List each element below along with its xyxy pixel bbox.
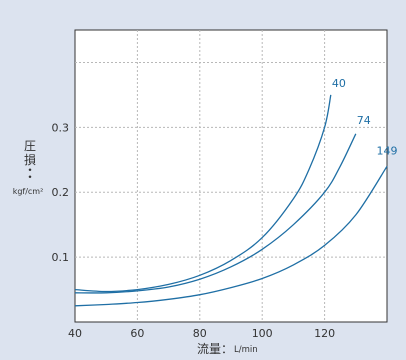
series-line-149 (74, 165, 388, 307)
x-axis-label-main: 流量： (197, 342, 233, 356)
y-axis-label-char: ・ (24, 170, 36, 184)
y-axis-unit: kgf/cm² (13, 187, 44, 196)
y-axis-label-char: 圧 (24, 139, 36, 153)
series-labels: 40 74 149 (332, 77, 398, 157)
x-tick-label: 40 (68, 327, 82, 340)
series-line-40 (74, 94, 332, 293)
x-tick-label: 100 (252, 327, 273, 340)
y-axis-label-char: ・ (24, 163, 36, 177)
y-tick-label: 0.3 (52, 121, 70, 134)
x-axis-label: 流量： L/min (197, 342, 258, 356)
y-axis-label: 圧 損 ・ ・ kgf/cm² (13, 139, 44, 196)
x-axis-label-unit: L/min (234, 345, 258, 355)
plot-area (74, 29, 388, 323)
series-lines (74, 94, 388, 307)
x-tick-labels: 40 60 80 100 120 (68, 327, 335, 340)
series-label-74: 74 (357, 114, 371, 127)
grid-lines (75, 30, 387, 322)
series-label-149: 149 (377, 144, 398, 157)
series-label-40: 40 (332, 77, 346, 90)
x-tick-label: 60 (130, 327, 144, 340)
x-tick-label: 120 (314, 327, 335, 340)
y-tick-label: 0.1 (52, 251, 70, 264)
y-tick-labels: 0.1 0.2 0.3 (52, 121, 70, 264)
y-tick-label: 0.2 (52, 186, 70, 199)
y-axis-label-char: 損 (24, 152, 36, 167)
series-line-74 (74, 133, 357, 294)
x-tick-label: 80 (193, 327, 207, 340)
